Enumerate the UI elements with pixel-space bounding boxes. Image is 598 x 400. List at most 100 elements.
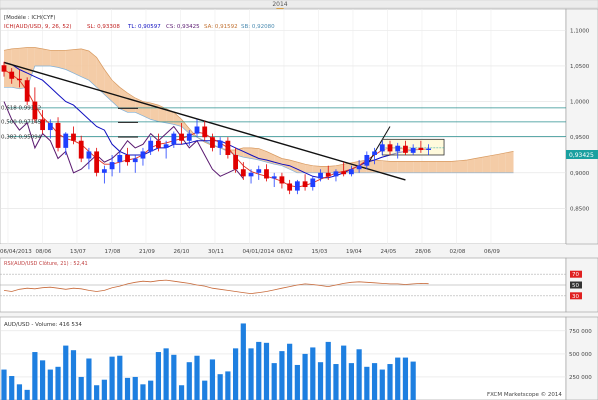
price-axis — [565, 8, 598, 245]
date-tick-label: 17/08 — [105, 249, 121, 255]
volume-bar — [209, 359, 216, 400]
volume-bar — [287, 343, 293, 400]
price-tick-label: 1,0500 — [570, 64, 590, 70]
candle-body — [349, 169, 354, 175]
rsi-level-badge — [570, 292, 582, 300]
cloud-segment — [127, 93, 136, 113]
candle-body — [109, 162, 115, 170]
candle-body — [101, 169, 107, 173]
volume-tick-label: 750 000 — [569, 329, 592, 335]
price-axis-ticks: 1,1000 1,0500 1,0000 0,9500 0,9000 0,8500 — [570, 28, 590, 212]
cloud-segment — [88, 51, 97, 88]
cloud-segment — [482, 155, 491, 173]
date-tick-label: 30/11 — [208, 249, 224, 255]
cloud-segment — [251, 147, 259, 160]
volume-bar — [379, 369, 385, 400]
candle-body — [287, 183, 293, 191]
candle-body — [403, 145, 408, 153]
cloud-segment — [34, 47, 43, 66]
candle-body — [171, 133, 177, 145]
volume-bar — [240, 323, 246, 400]
volume-bar — [256, 341, 262, 400]
cloud-segment — [281, 158, 290, 170]
candle-body — [410, 147, 416, 153]
price-tick-label: 0,8500 — [570, 206, 590, 212]
volume-bar — [109, 356, 115, 400]
volume-bar — [341, 345, 347, 400]
candle-body — [294, 181, 300, 191]
cloud-segment — [119, 87, 128, 113]
uptrend-line[interactable] — [366, 126, 391, 166]
cloud-segment — [420, 161, 429, 173]
volume-bar — [333, 364, 339, 400]
date-tick-label: 06/09 — [484, 249, 500, 255]
date-tick-label: 26/10 — [174, 249, 190, 255]
cloud-segment — [142, 101, 151, 120]
rsi-level-badge — [570, 281, 582, 289]
rsi-label: RSI(AUD/USD Clôture, 21) : 52,41 — [4, 260, 88, 267]
volume-bar — [63, 345, 69, 400]
date-tick-label: 08/06 — [36, 249, 52, 255]
volume-bar — [410, 361, 416, 400]
cloud-segment — [173, 112, 182, 127]
fib-level-label: 0,618 0,99112 — [1, 106, 41, 112]
cloud-segment — [312, 165, 321, 173]
date-axis-ticks: 06/04/2013 08/06 13/07 17/08 21/09 26/10 30/11… — [0, 249, 500, 255]
volume-bar — [310, 347, 316, 400]
top-ruler — [0, 0, 598, 9]
cloud-segment — [65, 49, 74, 74]
volume-bar — [233, 348, 239, 400]
volume-bar — [124, 377, 131, 400]
candle-body — [9, 71, 15, 79]
volume-bar — [24, 389, 30, 400]
cloud-segment — [374, 159, 383, 173]
date-tick-label: 08/02 — [277, 249, 293, 255]
rsi-level-badge — [570, 270, 582, 278]
cloud-segment — [382, 160, 390, 173]
volume-bar — [40, 360, 46, 400]
rsi-level-label: 50 — [572, 283, 579, 289]
candle-body — [325, 172, 331, 177]
candle-body — [271, 176, 277, 179]
cloud-segment — [451, 160, 460, 173]
candle-body — [1, 65, 7, 72]
cloud-segment — [444, 161, 452, 173]
candle-body — [32, 101, 38, 120]
candle-body — [94, 151, 100, 173]
candle-body — [71, 133, 76, 141]
price-tick-label: 0,9500 — [570, 135, 590, 141]
volume-bar — [356, 349, 362, 400]
cloud-segment — [490, 154, 499, 173]
candle-body — [318, 172, 323, 179]
cloud-segment — [474, 157, 483, 173]
indicator-tl: TL: 0,90597 — [127, 24, 161, 30]
date-tick-label: 04/01/2014 — [243, 249, 275, 255]
volume-bar — [395, 357, 401, 400]
senkou-span-b — [4, 65, 514, 174]
volume-bar — [148, 380, 154, 400]
candle-body — [24, 80, 30, 102]
indicator-cs: CS: 0,93425 — [166, 24, 200, 30]
candle-body — [86, 151, 92, 159]
price-tick-label: 0,9000 — [570, 171, 590, 177]
volume-bar — [387, 364, 393, 400]
volume-bar — [16, 384, 23, 400]
cloud-segment — [320, 166, 329, 173]
date-axis — [0, 244, 566, 257]
candle-body — [364, 154, 370, 166]
candle-body — [140, 151, 146, 159]
volume-bar — [271, 363, 277, 400]
volume-bar — [186, 362, 192, 400]
cloud-segment — [181, 119, 190, 134]
cloud-segment — [73, 48, 82, 77]
candle-body — [333, 171, 339, 177]
volume-bar — [171, 354, 177, 400]
indicator-name: ICH(AUD/USD, 9, 26, 52) — [4, 24, 72, 30]
fib-level-label: 0,382 0,95094 — [1, 134, 42, 140]
chikou-span — [3, 101, 244, 179]
volume-bar — [140, 384, 146, 400]
volume-bar — [325, 341, 331, 400]
candle-body — [163, 144, 169, 148]
cloud-segment — [413, 161, 421, 173]
